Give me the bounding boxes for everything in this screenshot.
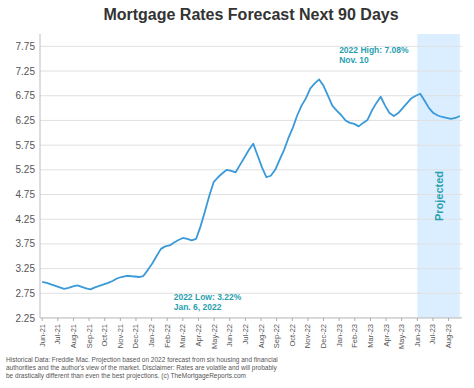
x-tick [89, 318, 90, 321]
x-tick [292, 318, 293, 321]
grid-line [40, 268, 462, 269]
grid-line [40, 169, 462, 170]
y-tick-label: 2.75 [16, 288, 36, 299]
title: Mortgage Rates Forecast Next 90 Days [103, 6, 398, 23]
x-tick [354, 318, 355, 321]
grid-line [40, 194, 462, 195]
x-tick-label: Aug-23 [444, 324, 453, 348]
x-tick [135, 318, 136, 321]
x-tick-label: Jul-21 [53, 324, 62, 344]
x-tick-label: Oct-21 [100, 324, 109, 347]
x-tick [104, 318, 105, 321]
line [42, 79, 460, 289]
text-line: Jan. 6, 2022 [174, 302, 222, 312]
y-tick-label: 2.25 [16, 313, 36, 324]
x-tick [401, 318, 402, 321]
y-axis [40, 34, 41, 318]
annotation: 2022 High: 7.08%Nov. 10 [339, 45, 409, 65]
x-tick-label: Jun-22 [225, 324, 234, 347]
x-tick [57, 318, 58, 321]
x-tick [151, 318, 152, 321]
grid-line [40, 71, 462, 72]
shaded-label: Projected [433, 171, 445, 221]
x-tick [261, 318, 262, 321]
chart: Mortgage Rates Forecast Next 90 Days 2.25… [0, 0, 474, 388]
annotation: 2022 Low: 3.22%Jan. 6, 2022 [174, 292, 242, 312]
x-tick-label: Dec-21 [131, 324, 140, 348]
x-tick [182, 318, 183, 321]
x-tick-label: Nov-21 [116, 324, 125, 348]
y-tick-label: 6.75 [16, 90, 36, 101]
x-tick-label: Apr-22 [194, 324, 203, 347]
x-tick-label: Dec-22 [319, 324, 328, 348]
x-tick [167, 318, 168, 321]
background [0, 0, 474, 388]
x-tick-label: Jul-22 [241, 324, 250, 344]
grid-line [40, 243, 462, 244]
x-tick-label: Oct-22 [288, 324, 297, 347]
text-line: 2022 High: 7.08% [339, 45, 409, 55]
text-line: Historical Data: Freddie Mac. Projection… [6, 356, 278, 364]
grid-line [40, 293, 462, 294]
y-tick-label: 5.75 [16, 140, 36, 151]
x-axis [40, 318, 462, 319]
x-tick-label: Nov-22 [303, 324, 312, 348]
x-tick [386, 318, 387, 321]
x-tick [42, 318, 43, 321]
grid-line [40, 219, 462, 220]
footer: Historical Data: Freddie Mac. Projection… [6, 356, 278, 380]
text-line: 2022 Low: 3.22% [174, 292, 242, 302]
grid-line [40, 95, 462, 96]
y-tick-label: 7.75 [16, 41, 36, 52]
x-tick-label: Feb-23 [350, 324, 359, 348]
x-tick-label: Jul-23 [428, 324, 437, 344]
y-tick-label: 4.75 [16, 189, 36, 200]
grid-line [40, 120, 462, 121]
text-line: be drastically different than even the b… [6, 372, 246, 380]
shaded-region [417, 34, 459, 318]
x-tick-label: Aug-22 [257, 324, 266, 348]
x-tick [229, 318, 230, 321]
x-tick [448, 318, 449, 321]
x-tick-label: Jun-21 [38, 324, 47, 347]
grid-line [40, 318, 462, 319]
x-tick [323, 318, 324, 321]
text-line: authorities and the author's view of the… [6, 364, 278, 372]
y-tick-label: 7.25 [16, 66, 36, 77]
x-tick [214, 318, 215, 321]
x-tick-label: May-23 [397, 324, 406, 349]
x-tick-label: Aug-21 [69, 324, 78, 348]
x-tick [307, 318, 308, 321]
x-tick [432, 318, 433, 321]
x-tick-label: Mar-23 [366, 324, 375, 348]
x-tick [120, 318, 121, 321]
plot-area [40, 34, 462, 318]
y-tick-label: 3.25 [16, 263, 36, 274]
x-tick [73, 318, 74, 321]
y-tick-label: 3.75 [16, 238, 36, 249]
x-tick-label: Apr-23 [382, 324, 391, 347]
x-tick [276, 318, 277, 321]
x-tick [339, 318, 340, 321]
x-tick-label: Sep-22 [272, 324, 281, 348]
y-tick-label: 6.25 [16, 115, 36, 126]
x-tick-label: Feb-22 [163, 324, 172, 348]
x-tick [370, 318, 371, 321]
x-tick-label: Sep-21 [85, 324, 94, 348]
x-tick-label: Jan-23 [335, 324, 344, 347]
x-tick-label: Mar-22 [178, 324, 187, 348]
text-line: Nov. 10 [339, 55, 369, 65]
x-tick [245, 318, 246, 321]
x-tick [417, 318, 418, 321]
x-tick-label: May-22 [210, 324, 219, 349]
y-tick-label: 5.25 [16, 164, 36, 175]
x-tick-label: Jan-22 [147, 324, 156, 347]
x-tick [198, 318, 199, 321]
x-tick-label: Jun-23 [413, 324, 422, 347]
y-tick-label: 4.25 [16, 214, 36, 225]
